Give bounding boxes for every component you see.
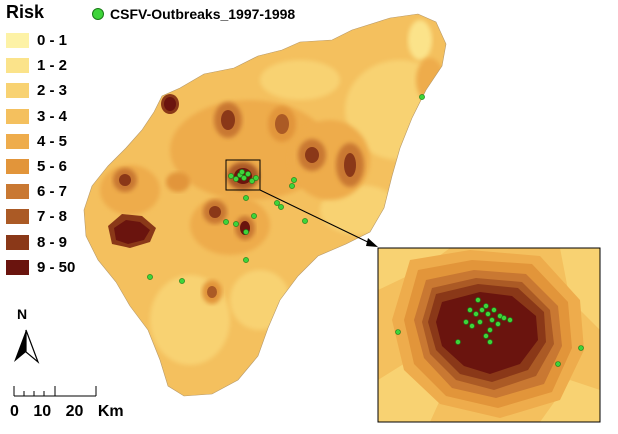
outbreak-point: [241, 175, 247, 181]
legend-label: 8 - 9: [37, 233, 68, 251]
legend-row: 3 - 4: [6, 104, 75, 129]
outbreak-point: [228, 173, 234, 179]
legend-row: 2 - 3: [6, 78, 75, 103]
outbreak-point: [487, 327, 493, 333]
region-surface: [83, 13, 447, 397]
outbreak-marker-icon: [92, 8, 104, 20]
legend-row: 1 - 2: [6, 53, 75, 78]
outbreak-point: [291, 177, 297, 183]
outbreak-point: [419, 94, 425, 100]
outbreak-point: [501, 315, 507, 321]
outbreak-legend: CSFV-Outbreaks_1997-1998: [92, 6, 295, 22]
legend-row: 4 - 5: [6, 129, 75, 154]
outbreak-point: [289, 183, 295, 189]
legend-label: 3 - 4: [37, 107, 68, 125]
outbreak-point: [251, 213, 257, 219]
legend-row: 7 - 8: [6, 204, 75, 229]
inset-map: [377, 247, 601, 423]
scale-label-0: 0: [10, 403, 19, 420]
legend-swatch: [6, 159, 29, 175]
outbreak-point: [274, 200, 280, 206]
scale-bar-icon: [13, 386, 97, 397]
scale-label-10: 10: [33, 403, 52, 420]
legend-swatch: [6, 184, 29, 200]
legend-label: 6 - 7: [37, 183, 68, 201]
legend-label: 1 - 2: [37, 57, 68, 75]
outbreak-point: [473, 311, 479, 317]
outbreak-point: [479, 307, 485, 313]
outbreak-point: [455, 339, 461, 345]
legend-row: 6 - 7: [6, 179, 75, 204]
outbreak-point: [495, 321, 501, 327]
outbreak-point: [243, 257, 249, 263]
outbreak-point: [223, 219, 229, 225]
legend-label: 7 - 8: [37, 208, 68, 226]
outbreak-point: [253, 175, 259, 181]
legend-row: 0 - 1: [6, 28, 75, 53]
outbreak-point: [245, 171, 251, 177]
outbreak-legend-label: CSFV-Outbreaks_1997-1998: [110, 6, 296, 22]
outbreak-point: [463, 319, 469, 325]
scale-label-unit: Km: [97, 403, 124, 420]
outbreak-point: [233, 176, 239, 182]
outbreak-point: [233, 221, 239, 227]
outbreak-point: [483, 303, 489, 309]
north-arrow-icon: [14, 329, 40, 364]
outbreak-point: [507, 317, 513, 323]
legend-swatch: [6, 58, 29, 74]
legend-label: 5 - 6: [37, 158, 68, 176]
outbreak-point: [485, 311, 491, 317]
outbreak-point: [555, 361, 561, 367]
legend-swatch: [6, 133, 29, 149]
outbreak-point: [302, 218, 308, 224]
legend-swatch: [6, 259, 29, 275]
outbreak-point: [489, 317, 495, 323]
outbreak-point: [487, 339, 493, 345]
inset-leader-line: [259, 189, 377, 247]
outbreak-point: [469, 323, 475, 329]
legend-row: 8 - 9: [6, 230, 75, 255]
outbreak-point: [491, 307, 497, 313]
legend-swatch: [6, 83, 29, 99]
outbreak-point: [395, 329, 401, 335]
legend-label: 9 - 50: [37, 258, 76, 276]
legend-label: 2 - 3: [37, 82, 68, 100]
outbreak-point: [243, 229, 249, 235]
legend-label: 4 - 5: [37, 132, 68, 150]
risk-legend: 0 - 1 1 - 2 2 - 3 3 - 4 4 - 5 5 - 6 6 - 7 7 - 8…: [6, 28, 75, 280]
outbreak-point: [239, 169, 245, 175]
legend-swatch: [6, 209, 29, 225]
legend-row: 9 - 50: [6, 255, 75, 280]
legend-swatch: [6, 234, 29, 250]
outbreak-point: [147, 274, 153, 280]
outbreak-point: [578, 345, 584, 351]
scale-labels: 0 10 20 Km: [10, 403, 134, 421]
legend-title: Risk: [6, 2, 45, 22]
legend-swatch: [6, 108, 29, 124]
legend-row: 5 - 6: [6, 154, 75, 179]
inset-locator-box: [225, 159, 261, 191]
legend-swatch: [6, 33, 29, 49]
outbreak-points: [147, 94, 425, 284]
outbreak-point: [243, 195, 249, 201]
north-label: N: [17, 306, 28, 322]
inset-leader-arrowhead: [366, 238, 378, 247]
outbreak-point: [278, 204, 284, 210]
outbreak-point: [179, 278, 185, 284]
scale-label-20: 20: [65, 403, 84, 420]
outbreak-point: [467, 307, 473, 313]
outbreak-point: [477, 319, 483, 325]
outbreak-point: [475, 297, 481, 303]
outbreak-point: [483, 333, 489, 339]
legend-label: 0 - 1: [37, 32, 68, 50]
outbreak-point: [249, 178, 255, 184]
